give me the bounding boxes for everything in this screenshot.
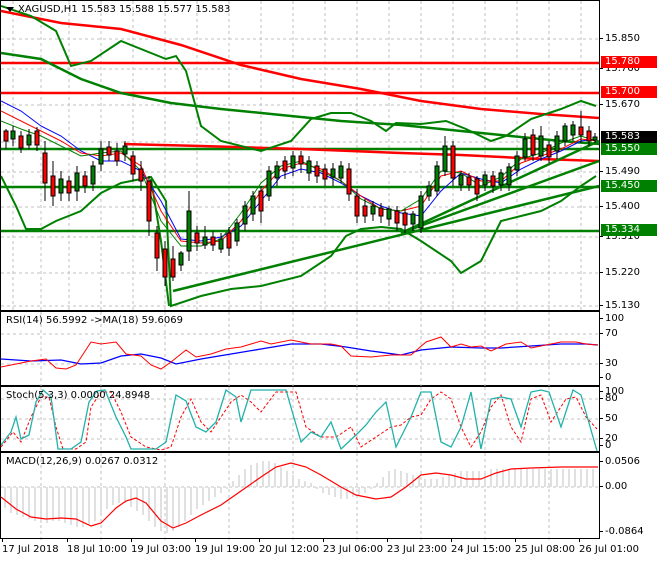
bollinger-lower-deep bbox=[150, 178, 170, 307]
price-tick: 15.670 bbox=[599, 99, 640, 110]
macd-canvas bbox=[1, 453, 599, 540]
support-level-badge: 15.334 bbox=[601, 224, 657, 236]
time-tick: 18 Jul 10:00 bbox=[67, 538, 127, 555]
rsi-tick: 70 bbox=[599, 328, 618, 339]
time-tick: 20 Jul 12:00 bbox=[259, 538, 319, 555]
rsi-canvas bbox=[1, 312, 599, 387]
rsi-tick: 100 bbox=[598, 313, 625, 324]
time-axis: 17 Jul 2018 18 Jul 10:00 19 Jul 03:00 19… bbox=[0, 538, 639, 561]
stoch-main-line bbox=[1, 388, 598, 452]
time-tick: 23 Jul 06:00 bbox=[323, 538, 383, 555]
slow-ma-line bbox=[1, 51, 600, 146]
price-tick: 15.760 bbox=[599, 63, 640, 74]
price-tick: 15.310 bbox=[599, 231, 640, 242]
rsi-axis: 100 70 30 0 bbox=[598, 311, 660, 386]
current-price-badge: 15.583 bbox=[601, 131, 657, 143]
horizontal-levels bbox=[1, 61, 599, 233]
price-tick: 15.400 bbox=[599, 201, 640, 212]
symbol-dropdown-icon[interactable] bbox=[6, 6, 14, 12]
stochastic-axis: 100 80 50 20 0 bbox=[598, 386, 660, 452]
rsi-ma-line bbox=[1, 343, 599, 365]
rsi-pane[interactable]: RSI(14) 56.5992 ->MA(18) 59.6069 bbox=[0, 311, 600, 387]
time-tick: 19 Jul 19:00 bbox=[195, 538, 255, 555]
support-level-badge: 15.550 bbox=[601, 143, 657, 155]
rsi-line bbox=[1, 336, 599, 370]
macd-axis: 0.0506 0.00 -0.0864 bbox=[598, 452, 660, 539]
time-tick: 19 Jul 03:00 bbox=[131, 538, 191, 555]
stochastic-canvas bbox=[1, 387, 599, 453]
chart-title: XAGUSD,H1 15.583 15.588 15.577 15.583 bbox=[6, 4, 230, 15]
price-axis: 15.850 15.760 15.670 15.490 15.400 15.31… bbox=[599, 0, 660, 311]
price-tick: 15.220 bbox=[599, 267, 640, 278]
support-level-badge: 15.450 bbox=[601, 180, 657, 192]
price-tick: 15.130 bbox=[599, 300, 640, 311]
stochastic-label: Stoch(5,3,3) 0.0000 24.8948 bbox=[6, 390, 151, 401]
stoch-tick: 80 bbox=[599, 393, 618, 404]
stoch-tick: 20 bbox=[599, 433, 618, 444]
stoch-tick: 50 bbox=[599, 413, 618, 424]
time-tick: 23 Jul 23:00 bbox=[387, 538, 447, 555]
macd-histogram bbox=[4, 461, 594, 533]
time-tick: 17 Jul 2018 bbox=[2, 538, 59, 555]
price-chart-pane[interactable]: XAGUSD,H1 15.583 15.588 15.577 15.583 bbox=[0, 0, 600, 312]
rsi-label: RSI(14) 56.5992 ->MA(18) 59.6069 bbox=[6, 315, 183, 326]
macd-pane[interactable]: MACD(12,26,9) 0.0267 0.0312 bbox=[0, 452, 600, 540]
stoch-tick: 0 bbox=[598, 440, 612, 451]
rsi-tick: 0 bbox=[598, 372, 612, 383]
price-tick: 15.850 bbox=[599, 33, 640, 44]
price-tick: 15.490 bbox=[599, 166, 640, 177]
macd-label: MACD(12,26,9) 0.0267 0.0312 bbox=[6, 456, 159, 467]
bollinger-lower bbox=[1, 175, 597, 308]
time-tick: 24 Jul 15:00 bbox=[451, 538, 511, 555]
macd-tick: 0.0506 bbox=[599, 456, 640, 467]
price-chart-canvas bbox=[1, 1, 600, 312]
macd-tick: 0.00 bbox=[598, 481, 628, 492]
time-tick: 26 Jul 01:00 bbox=[579, 538, 639, 555]
macd-tick: -0.0864 bbox=[599, 526, 644, 537]
long-ma-line bbox=[1, 9, 600, 120]
resistance-level-badge: 15.700 bbox=[601, 86, 657, 98]
candlesticks bbox=[3, 111, 598, 286]
mid-ma-line bbox=[123, 142, 600, 163]
ohlc-header: XAGUSD,H1 15.583 15.588 15.577 15.583 bbox=[18, 4, 231, 15]
macd-signal-line bbox=[1, 462, 598, 529]
time-tick: 25 Jul 08:00 bbox=[515, 538, 575, 555]
stochastic-pane[interactable]: Stoch(5,3,3) 0.0000 24.8948 bbox=[0, 386, 600, 453]
stoch-tick: 100 bbox=[598, 386, 625, 397]
bollinger-upper bbox=[1, 5, 597, 153]
trendlines bbox=[172, 139, 600, 293]
resistance-level-badge: 15.780 bbox=[601, 56, 657, 68]
rsi-tick: 30 bbox=[599, 358, 618, 369]
